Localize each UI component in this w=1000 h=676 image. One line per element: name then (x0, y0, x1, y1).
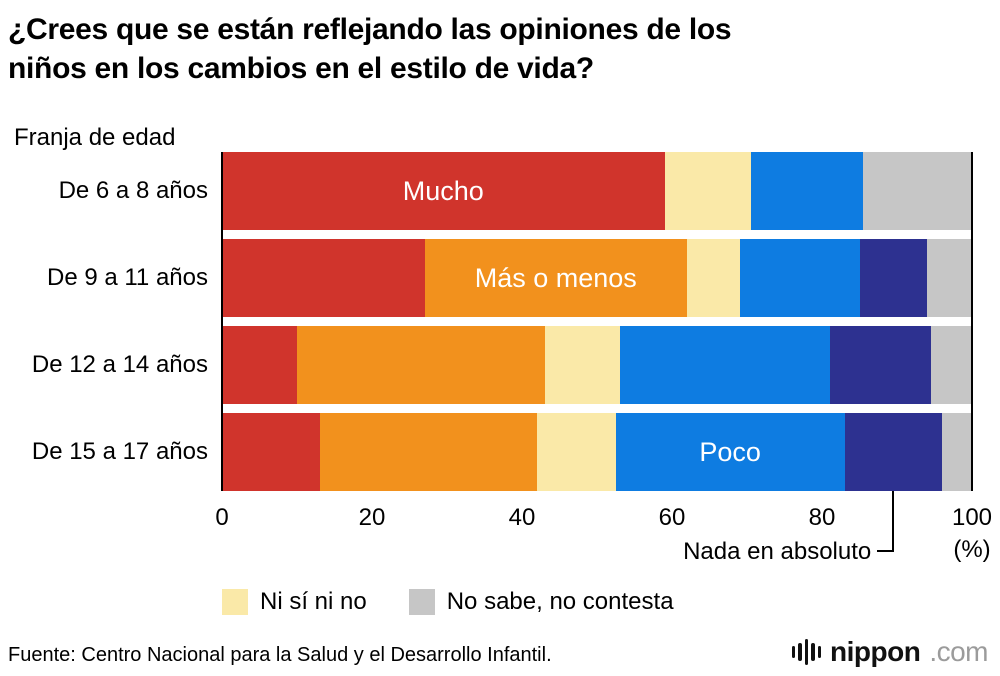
x-tick-0: 0 (215, 504, 229, 531)
x-tick-60: 60 (658, 504, 686, 531)
nippon-logo-icon (791, 638, 822, 666)
segment-nada-en-absoluto (844, 413, 942, 491)
x-tick-20: 20 (358, 504, 386, 531)
segment-ni-si-ni-no (664, 152, 751, 230)
nippon-logo-tld: .com (929, 636, 988, 667)
segment-ni-si-ni-no (687, 239, 740, 317)
segment-label-mucho: Mucho (402, 175, 484, 206)
x-tick-80: 80 (808, 504, 836, 531)
segment-no-sabe-no-contesta (863, 152, 972, 230)
left-axis-line (221, 152, 223, 491)
segment-mas-o-menos (319, 413, 537, 491)
plot-area: Mucho Más o menos Poco (221, 152, 973, 491)
x-tick-100: 100 (951, 504, 993, 531)
segment-poco: Poco (615, 413, 845, 491)
bar-rows: Mucho Más o menos Poco (222, 152, 972, 491)
chart-title-line-2: niños en los cambios en el estilo de vid… (8, 52, 594, 85)
legend-swatch-no-sabe-no-contesta (408, 589, 435, 615)
nippon-logo: nippon .com (791, 636, 988, 668)
legend-item-no-sabe-no-contesta: No sabe, no contesta (408, 588, 674, 616)
bar-row-de-9-a-11-anos: Más o menos (222, 239, 972, 317)
bar-row-de-15-a-17-anos: Poco (222, 413, 972, 491)
segment-mucho (222, 239, 425, 317)
bar-row-de-6-a-8-anos: Mucho (222, 152, 972, 230)
legend-label-no-sabe-no-contesta: No sabe, no contesta (446, 588, 674, 615)
y-axis-label: Franja de edad (14, 124, 176, 151)
segment-mucho (222, 413, 320, 491)
segment-poco (750, 152, 864, 230)
segment-ni-si-ni-no (544, 326, 620, 404)
chart-legend: Ni sí ni no No sabe, no contesta (222, 588, 674, 616)
segment-no-sabe-no-contesta (930, 326, 972, 404)
x-axis-unit: (%) (953, 536, 991, 563)
segment-ni-si-ni-no (537, 413, 616, 491)
segment-no-sabe-no-contesta (942, 413, 972, 491)
segment-mucho: Mucho (222, 152, 665, 230)
chart-title: ¿Crees que se están reflejando las opini… (8, 10, 988, 88)
segment-label-poco: Poco (699, 436, 761, 467)
segment-poco (619, 326, 830, 404)
nippon-logo-brand: nippon (830, 636, 921, 667)
annotation-connector-vertical (892, 491, 895, 552)
legend-swatch-ni-si-ni-no (222, 589, 248, 615)
category-label-de-15-a-17-anos: De 15 a 17 años (31, 438, 208, 465)
legend-label-ni-si-ni-no: Ni sí ni no (260, 588, 367, 615)
x-tick-40: 40 (508, 504, 536, 531)
category-label-de-6-a-8-anos: De 6 a 8 años (58, 177, 208, 204)
chart-title-line-1: ¿Crees que se están reflejando las opini… (8, 13, 732, 46)
annotation-connector-horizontal (877, 550, 894, 552)
segment-label-mas-o-menos: Más o menos (474, 262, 637, 293)
category-label-de-9-a-11-anos: De 9 a 11 años (46, 264, 208, 291)
segment-poco (739, 239, 860, 317)
segment-mas-o-menos (297, 326, 545, 404)
bar-row-de-12-a-14-anos (222, 326, 972, 404)
segment-no-sabe-no-contesta (927, 239, 972, 317)
source-text: Fuente: Centro Nacional para la Salud y … (8, 644, 552, 666)
category-labels: De 6 a 8 años De 9 a 11 años De 12 a 14 añ… (0, 152, 208, 491)
annotation-nada-en-absoluto-label: Nada en absoluto (683, 538, 872, 565)
segment-mucho (222, 326, 297, 404)
right-axis-line (971, 152, 973, 491)
stacked-bar-chart: De 6 a 8 años De 9 a 11 años De 12 a 14 añ… (0, 152, 1000, 582)
category-label-de-12-a-14-anos: De 12 a 14 años (31, 351, 208, 378)
legend-item-ni-si-ni-no: Ni sí ni no (222, 588, 367, 616)
segment-nada-en-absoluto (829, 326, 931, 404)
segment-mas-o-menos: Más o menos (424, 239, 687, 317)
segment-nada-en-absoluto (859, 239, 927, 317)
x-axis-ticks: 0 20 40 60 80 100 (215, 504, 992, 532)
